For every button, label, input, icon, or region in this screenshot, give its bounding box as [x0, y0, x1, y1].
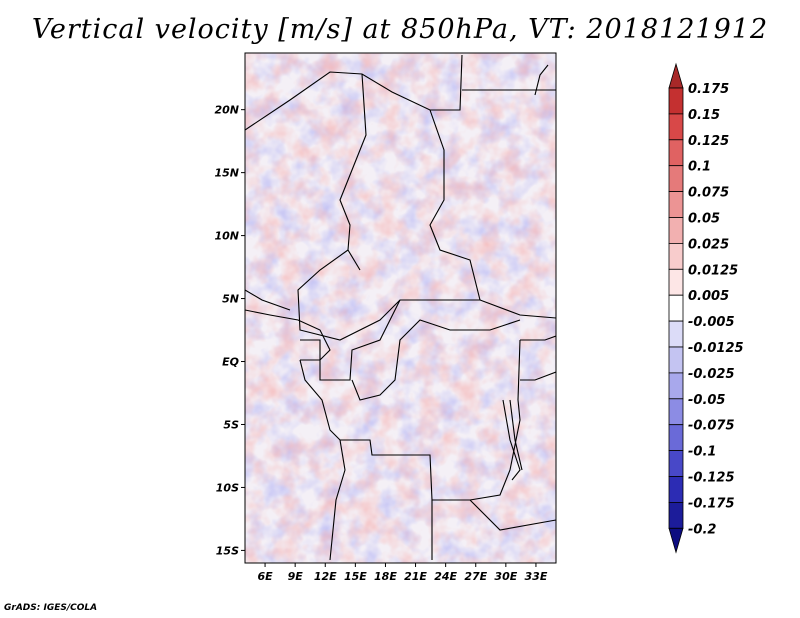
lat-tick-label: 10N: [214, 230, 239, 243]
colorbar-label: 0.125: [688, 134, 729, 149]
colorbar-swatch: [668, 450, 684, 477]
colorbar-swatch: [668, 191, 684, 218]
lat-tick-label: 5S: [223, 418, 239, 431]
lon-tick-label: 9E: [288, 570, 304, 583]
lat-tick-label: EQ: [222, 356, 239, 369]
chart-title: Vertical velocity [m/s] at 850hPa, VT: 2…: [31, 14, 769, 45]
lon-tick-label: 21E: [404, 570, 427, 583]
colorbar-swatch: [668, 217, 684, 244]
lat-tick-label: 5N: [222, 293, 239, 306]
colorbar-bottom-arrow: [668, 527, 684, 554]
lon-tick-label: 15E: [344, 570, 367, 583]
colorbar-swatch: [668, 268, 684, 296]
colorbar-swatch: [668, 320, 684, 348]
colorbar-label: 0.025: [688, 237, 729, 252]
colorbar-swatch: [668, 501, 684, 529]
plot-frame: [244, 52, 557, 564]
colorbar-label: -0.2: [688, 522, 716, 537]
colorbar-label: -0.075: [688, 419, 735, 434]
colorbar-label: -0.025: [688, 367, 735, 382]
colorbar-label: 0.175: [688, 82, 729, 97]
lon-tick-label: 27E: [464, 570, 487, 583]
colorbar-swatch: [668, 294, 684, 322]
grads-credit: GrADS: IGES/COLA: [4, 603, 98, 613]
lon-tick-label: 18E: [374, 570, 397, 583]
colorbar-label: 0.05: [688, 212, 720, 227]
lon-tick-label: 30E: [494, 570, 517, 583]
colorbar-swatch: [668, 476, 684, 503]
colorbar-label: 0.075: [688, 186, 729, 201]
colorbar-label: -0.005: [688, 315, 735, 330]
colorbar-label: 0.0125: [688, 263, 738, 278]
lon-tick-label: 24E: [434, 570, 457, 583]
latitude-axis: 20N 15N 10N 5N EQ 5S 10S 15S: [214, 104, 245, 557]
lat-tick-label: 15N: [214, 167, 239, 180]
colorbar-label: -0.125: [688, 471, 735, 486]
colorbar-label: -0.05: [688, 393, 725, 408]
colorbar-label: -0.1: [688, 445, 716, 460]
colorbar-swatch: [668, 139, 684, 167]
colorbar-swatch: [668, 165, 684, 192]
colorbar-swatch: [668, 346, 684, 374]
velocity-field: [245, 53, 556, 563]
colorbar-label: 0.15: [688, 108, 720, 123]
colorbar-label: 0.005: [688, 289, 729, 304]
colorbar-top-arrow: [668, 62, 684, 89]
colorbar-label: -0.0125: [688, 341, 744, 356]
colorbar-swatch: [668, 398, 684, 426]
lon-tick-label: 6E: [257, 570, 273, 583]
colorbar-swatch: [668, 424, 684, 452]
lon-tick-label: 33E: [525, 570, 548, 583]
colorbar: 0.175 0.15 0.125 0.1 0.075 0.05 0.025 0.0125 0.0…: [668, 62, 744, 554]
colorbar-swatch: [668, 113, 684, 141]
lat-tick-label: 15S: [216, 544, 239, 557]
lat-tick-label: 20N: [214, 104, 239, 117]
colorbar-swatch: [668, 242, 684, 270]
colorbar-label: -0.175: [688, 496, 735, 511]
colorbar-label: 0.1: [688, 160, 711, 175]
lon-tick-label: 12E: [314, 570, 337, 583]
longitude-axis: 6E 9E 12E 15E 18E 21E 24E 27E 30E 33E: [257, 563, 548, 583]
lat-tick-label: 10S: [216, 481, 239, 494]
country-boundaries: [245, 54, 556, 561]
colorbar-swatch: [668, 87, 684, 115]
colorbar-swatch: [668, 372, 684, 400]
